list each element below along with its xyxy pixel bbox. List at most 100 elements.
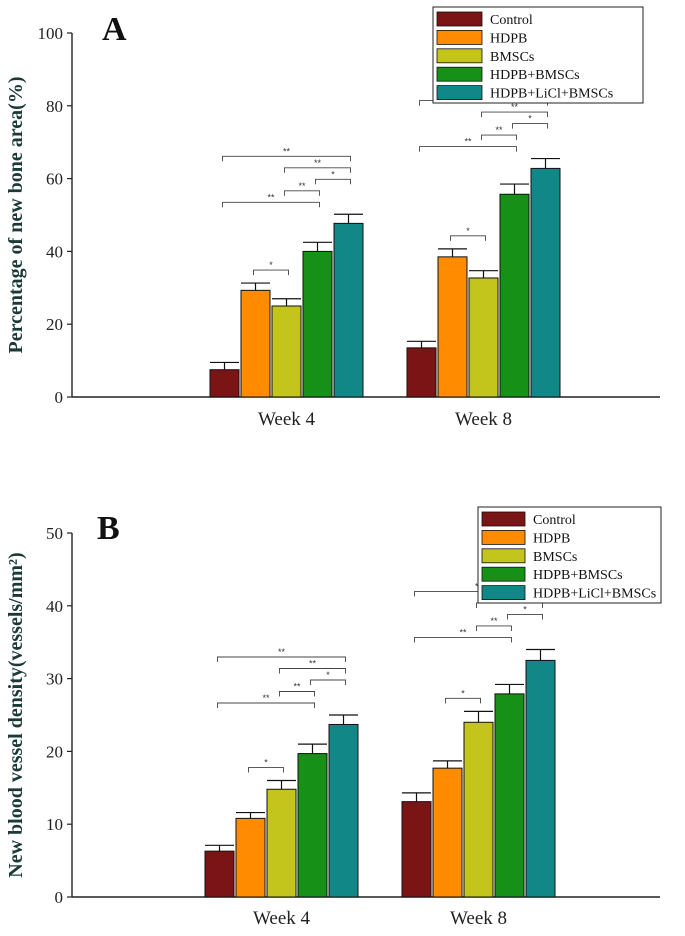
bar bbox=[297, 753, 328, 898]
bar bbox=[525, 659, 556, 898]
bar bbox=[328, 723, 359, 898]
y-tick-label: 40 bbox=[46, 242, 63, 261]
significance-bracket bbox=[248, 767, 284, 773]
significance-bracket bbox=[315, 178, 351, 185]
legend-swatch bbox=[481, 548, 526, 564]
legend-label: HDPB bbox=[533, 531, 570, 546]
significance-label: ** bbox=[262, 693, 270, 703]
significance-label: * bbox=[331, 169, 335, 179]
significance-label: ** bbox=[267, 192, 275, 202]
significance-bracket bbox=[445, 697, 481, 704]
bar bbox=[530, 167, 561, 398]
bar bbox=[271, 305, 302, 398]
significance-label: * bbox=[461, 688, 465, 698]
legend-label: HDPB+LiCl+BMSCs bbox=[490, 87, 613, 102]
significance-bracket bbox=[419, 146, 517, 152]
significance-bracket bbox=[279, 691, 315, 697]
significance-bracket bbox=[507, 614, 543, 620]
significance-label: * bbox=[269, 260, 273, 270]
bar bbox=[204, 850, 235, 898]
significance-label: ** bbox=[495, 125, 503, 135]
significance-bracket bbox=[217, 702, 315, 708]
panel-letter: B bbox=[97, 510, 120, 547]
significance-label: ** bbox=[309, 659, 317, 669]
significance-bracket bbox=[450, 235, 486, 241]
y-axis-label: New blood vessel density(vessels/mm²) bbox=[5, 552, 27, 877]
y-tick-label: 20 bbox=[46, 315, 63, 334]
legend: Control HDPB BMSCs HDPB+BMSCs HDPB+LiCl+BMSC… bbox=[477, 506, 662, 604]
significance-label: * bbox=[326, 670, 330, 680]
legend-swatch bbox=[481, 511, 526, 527]
x-category-label: Week 8 bbox=[455, 409, 512, 430]
significance-bracket bbox=[481, 111, 548, 118]
x-category-label: Week 4 bbox=[258, 409, 316, 430]
y-tick-label: 0 bbox=[55, 888, 64, 907]
significance-label: * bbox=[466, 226, 470, 236]
y-tick-label: 30 bbox=[46, 670, 63, 689]
legend-label: BMSCs bbox=[490, 50, 534, 65]
significance-bracket bbox=[284, 190, 320, 196]
significance-label: * bbox=[264, 758, 268, 768]
significance-label: * bbox=[528, 114, 532, 124]
bar bbox=[463, 721, 494, 898]
significance-bracket bbox=[217, 656, 346, 662]
significance-label: ** bbox=[314, 158, 322, 168]
legend-swatch bbox=[436, 48, 483, 64]
legend-swatch bbox=[436, 85, 483, 100]
legend: Control HDPB BMSCs HDPB+BMSCs HDPB+LiCl+BMSC… bbox=[432, 6, 644, 104]
significance-bracket bbox=[222, 155, 351, 162]
significance-label: ** bbox=[459, 627, 467, 637]
significance-bracket bbox=[284, 167, 351, 173]
panel-letter: A bbox=[102, 11, 127, 48]
bar bbox=[209, 369, 240, 398]
significance-label: * bbox=[523, 604, 527, 614]
legend-swatch bbox=[436, 29, 483, 45]
significance-bracket bbox=[279, 668, 346, 674]
significance-bracket bbox=[481, 134, 517, 141]
bar bbox=[401, 801, 432, 898]
chart-panel-b: 0 10 20 30 40 50 New blood vessel density(vess… bbox=[5, 506, 662, 929]
chart-panel-a: 0 20 40 60 80 100 Percentage of new bone area(… bbox=[5, 6, 660, 430]
y-tick-label: 80 bbox=[46, 97, 63, 116]
significance-label: ** bbox=[490, 616, 498, 626]
bar bbox=[266, 788, 297, 898]
significance-label: ** bbox=[511, 102, 519, 112]
significance-bracket bbox=[310, 679, 346, 685]
y-tick-label: 50 bbox=[46, 524, 63, 543]
y-tick-label: 10 bbox=[46, 815, 63, 834]
significance-label: ** bbox=[283, 146, 291, 156]
bar bbox=[235, 817, 266, 898]
significance-bracket bbox=[414, 637, 512, 643]
legend-label: HDPB bbox=[490, 31, 527, 46]
significance-bracket bbox=[512, 123, 548, 129]
legend-swatch bbox=[481, 585, 526, 600]
bar bbox=[240, 289, 271, 398]
y-tick-label: 60 bbox=[46, 170, 63, 189]
bar bbox=[333, 222, 364, 398]
y-tick-label: 20 bbox=[46, 742, 63, 761]
bar bbox=[494, 693, 525, 898]
significance-bracket bbox=[222, 201, 320, 208]
significance-bracket bbox=[476, 625, 512, 631]
x-category-label: Week 8 bbox=[450, 908, 507, 929]
bar bbox=[432, 767, 463, 898]
legend-label: HDPB+BMSCs bbox=[490, 68, 580, 83]
bar bbox=[302, 250, 333, 398]
bar bbox=[437, 256, 468, 398]
y-tick-label: 0 bbox=[55, 388, 64, 407]
legend-label: BMSCs bbox=[533, 550, 577, 565]
x-category-label: Week 4 bbox=[253, 908, 311, 929]
significance-label: ** bbox=[278, 647, 286, 657]
legend-label: HDPB+LiCl+BMSCs bbox=[533, 587, 656, 602]
legend-label: Control bbox=[533, 513, 576, 528]
y-axis-label: Percentage of new bone area(%) bbox=[5, 77, 27, 354]
significance-bracket bbox=[476, 602, 543, 608]
legend-swatch bbox=[436, 11, 483, 27]
legend-swatch bbox=[481, 566, 526, 582]
significance-label: ** bbox=[298, 181, 306, 191]
legend-swatch bbox=[436, 66, 483, 82]
significance-label: ** bbox=[464, 137, 472, 147]
significance-bracket bbox=[253, 269, 289, 276]
bar bbox=[468, 277, 499, 398]
